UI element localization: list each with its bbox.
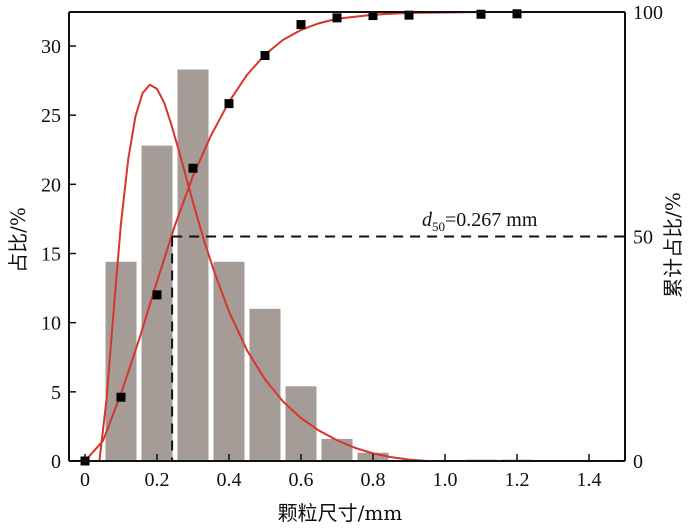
y2-axis-title: 累计占比/% bbox=[661, 192, 685, 298]
cumulative-marker bbox=[332, 13, 342, 23]
cumulative-marker bbox=[476, 9, 486, 19]
y-tick-label: 20 bbox=[41, 174, 61, 196]
y2-tick-label: 100 bbox=[633, 2, 663, 24]
curves-group bbox=[84, 11, 517, 462]
cumulative-marker bbox=[116, 392, 126, 402]
bar bbox=[177, 69, 209, 462]
y-tick-label: 15 bbox=[41, 244, 61, 266]
cumulative-marker bbox=[404, 10, 414, 20]
d50-annotation-symbol: d bbox=[422, 209, 433, 231]
x-tick-label: 1.2 bbox=[505, 469, 530, 491]
frequency-fit-curve bbox=[98, 83, 428, 462]
x-tick-label: 0 bbox=[80, 469, 90, 491]
x-axis-title: 颗粒尺寸/mm bbox=[278, 501, 403, 525]
y-tick-label: 30 bbox=[41, 36, 61, 58]
x-tick-label: 1.4 bbox=[577, 469, 602, 491]
y-tick-label: 5 bbox=[51, 382, 61, 404]
x-tick-label: 0.2 bbox=[145, 469, 170, 491]
y-tick-label: 10 bbox=[41, 313, 61, 335]
x-tick-label: 1.0 bbox=[433, 469, 458, 491]
ticks-group: 0 0.2 0.4 0.6 0.8 1.0 1.2 1.4 0 5 10 15 20 25 30 0 50 100 bbox=[41, 2, 663, 491]
cumulative-fit-curve bbox=[84, 11, 517, 462]
bar bbox=[141, 145, 173, 461]
cumulative-marker bbox=[296, 20, 306, 30]
cumulative-marker bbox=[152, 290, 162, 300]
bar bbox=[321, 438, 353, 461]
cumulative-marker bbox=[260, 51, 270, 61]
y2-tick-label: 0 bbox=[633, 451, 643, 473]
y-axis-title: 占比/% bbox=[6, 207, 30, 273]
y-tick-label: 25 bbox=[41, 105, 61, 127]
axes-group bbox=[68, 11, 626, 462]
x-tick-label: 0.4 bbox=[217, 469, 242, 491]
cumulative-marker bbox=[512, 9, 522, 19]
d50-annotation-value: =0.267 mm bbox=[445, 209, 538, 231]
y2-tick-label: 50 bbox=[633, 227, 653, 249]
bar bbox=[249, 308, 281, 461]
cumulative-marker bbox=[224, 99, 234, 109]
d50-reference-lines bbox=[171, 235, 625, 461]
x-tick-label: 0.6 bbox=[289, 469, 314, 491]
bars-group bbox=[105, 69, 533, 462]
d50-annotation-subscript: 50 bbox=[432, 219, 445, 234]
d50-annotation: d50=0.267 mm bbox=[422, 209, 538, 234]
y-tick-label: 0 bbox=[51, 451, 61, 473]
cumulative-marker bbox=[368, 11, 378, 21]
cumulative-marker bbox=[188, 163, 198, 173]
x-tick-label: 0.8 bbox=[361, 469, 386, 491]
bar bbox=[213, 261, 245, 461]
bar bbox=[285, 386, 317, 461]
